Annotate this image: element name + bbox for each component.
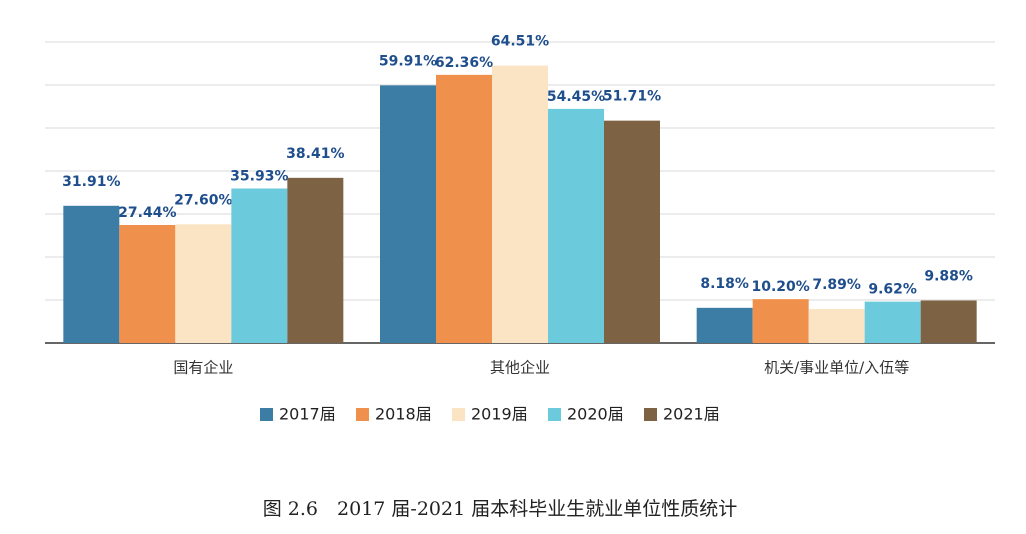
bar: [920, 300, 977, 343]
legend-swatch: [260, 408, 273, 421]
value-label: 9.88%: [924, 269, 973, 285]
bar: [436, 74, 492, 344]
legend-swatch: [548, 408, 561, 421]
bar: [604, 120, 660, 343]
x-tick-label: 机关/事业单位/入伍等: [764, 359, 909, 377]
bar: [864, 301, 921, 343]
bar: [63, 205, 120, 343]
bar: [696, 307, 753, 343]
value-label: 10.20%: [752, 279, 810, 295]
value-label: 59.91%: [379, 53, 437, 69]
value-label: 27.60%: [174, 192, 232, 208]
legend-label: 2020届: [567, 405, 624, 424]
x-tick-label: 其他企业: [490, 359, 550, 377]
bar: [231, 188, 288, 343]
bar: [548, 108, 604, 344]
value-label: 62.36%: [435, 55, 493, 71]
legend-label: 2017届: [279, 405, 336, 424]
bar: [492, 65, 548, 344]
bar: [175, 224, 232, 343]
x-tick-label: 国有企业: [173, 359, 233, 377]
bar: [380, 85, 436, 344]
value-label: 64.51%: [491, 34, 549, 50]
value-label: 8.18%: [700, 276, 749, 292]
value-label: 54.45%: [547, 89, 605, 105]
value-label: 31.91%: [62, 174, 120, 190]
value-label: 27.44%: [118, 205, 176, 221]
legend-label: 2018届: [375, 405, 432, 424]
bar: [808, 309, 865, 343]
value-label: 38.41%: [286, 146, 344, 162]
value-label: 9.62%: [868, 282, 917, 298]
bar: [752, 299, 809, 343]
legend-label: 2019届: [471, 405, 528, 424]
value-label: 51.71%: [603, 89, 661, 105]
legend-swatch: [356, 408, 369, 421]
legend-swatch: [644, 408, 657, 421]
value-label: 7.89%: [812, 277, 861, 293]
bar: [119, 225, 176, 343]
value-label: 35.93%: [230, 169, 288, 185]
chart-title: 图 2.6 2017 届-2021 届本科毕业生就业单位性质统计: [263, 498, 737, 520]
legend-label: 2021届: [663, 405, 720, 424]
legend-swatch: [452, 408, 465, 421]
bar: [287, 177, 344, 343]
